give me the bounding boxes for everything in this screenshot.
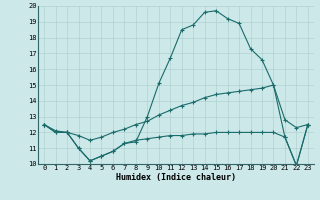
X-axis label: Humidex (Indice chaleur): Humidex (Indice chaleur) bbox=[116, 173, 236, 182]
